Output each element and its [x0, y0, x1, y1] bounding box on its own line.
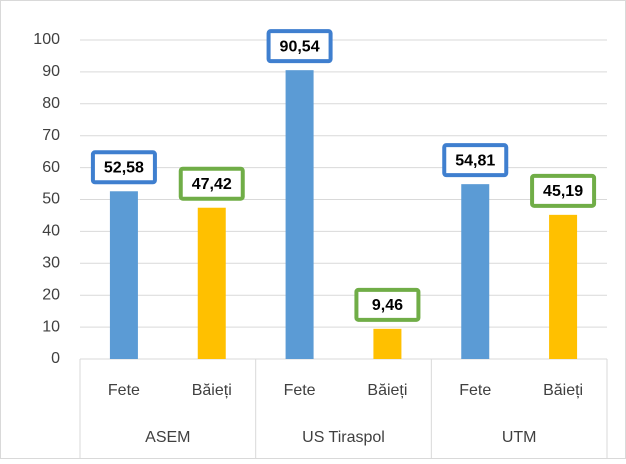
- data-label: 47,42: [192, 176, 232, 193]
- x-tick-label: Fete: [459, 382, 491, 399]
- y-tick-label: 100: [33, 31, 60, 48]
- x-tick-label: Fete: [108, 382, 140, 399]
- data-label-box: [530, 173, 597, 208]
- bar: [197, 207, 226, 359]
- y-tick-label: 10: [42, 318, 60, 335]
- data-label-box: [442, 143, 509, 178]
- y-tick-label: 30: [42, 255, 60, 272]
- x-tick-label: Băieți: [367, 382, 407, 399]
- data-label-box: [266, 29, 333, 64]
- data-label: 52,58: [104, 159, 144, 176]
- data-label-box: [354, 287, 421, 322]
- group-label: UTM: [502, 429, 537, 446]
- y-tick-label: 70: [42, 127, 60, 144]
- group-label: ASEM: [145, 429, 190, 446]
- data-label: 90,54: [280, 38, 320, 55]
- data-label: 54,81: [455, 152, 495, 169]
- data-label-box: [178, 166, 245, 201]
- bar: [373, 328, 402, 359]
- group-label: US Tiraspol: [302, 429, 385, 446]
- x-tick-label: Băieți: [543, 382, 583, 399]
- bar: [109, 191, 138, 359]
- y-tick-label: 50: [42, 191, 60, 208]
- data-label-box: [90, 150, 157, 185]
- data-label: 45,19: [543, 183, 583, 200]
- y-tick-label: 60: [42, 159, 60, 176]
- y-tick-label: 80: [42, 95, 60, 112]
- bar: [549, 214, 578, 359]
- bar: [461, 184, 490, 359]
- data-label: 9,46: [372, 297, 403, 314]
- x-tick-label: Fete: [284, 382, 316, 399]
- y-tick-label: 0: [51, 350, 60, 367]
- y-tick-label: 40: [42, 223, 60, 240]
- y-tick-label: 90: [42, 63, 60, 80]
- y-tick-label: 20: [42, 286, 60, 303]
- x-tick-label: Băieți: [192, 382, 232, 399]
- bar: [285, 70, 314, 359]
